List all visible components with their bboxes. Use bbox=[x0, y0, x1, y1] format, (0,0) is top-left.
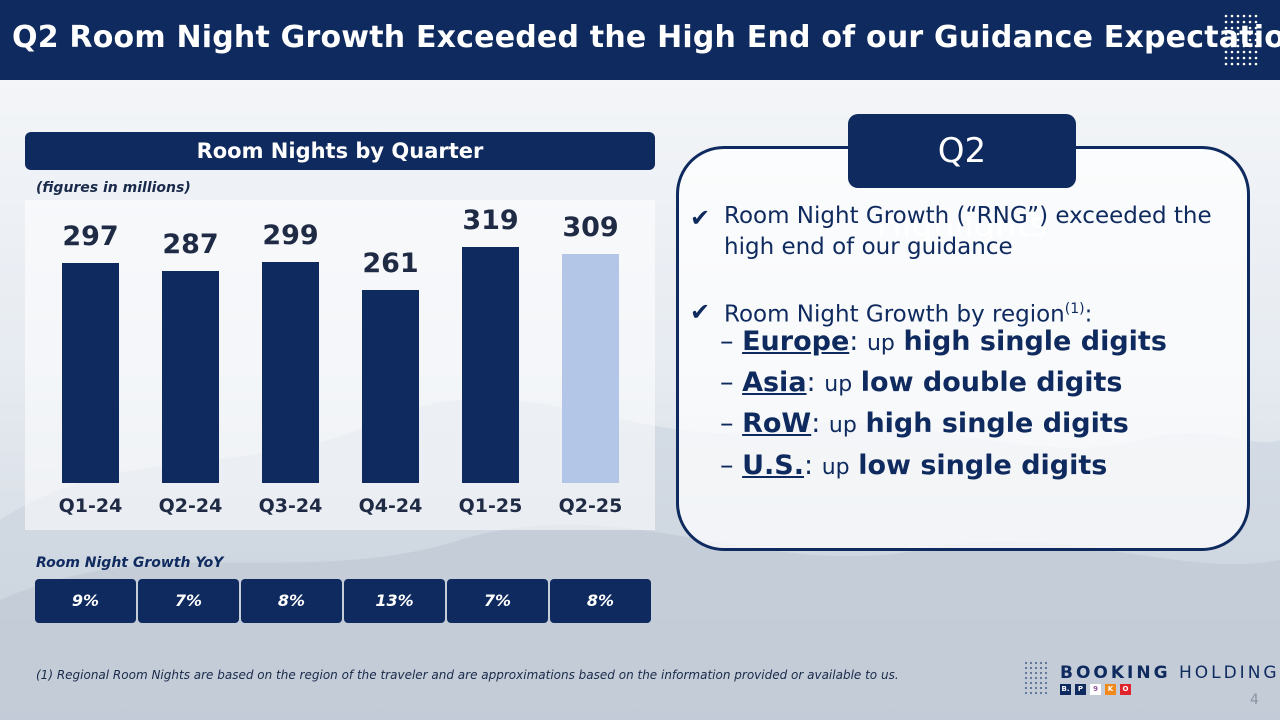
region-detail: high single digits bbox=[903, 326, 1167, 357]
opentable-brand-icon: O bbox=[1120, 684, 1131, 695]
region-name: RoW bbox=[742, 408, 812, 439]
region-name: Europe bbox=[742, 326, 850, 357]
check-icon: ✔ bbox=[690, 204, 711, 232]
highlights-title: Q2 Highlights bbox=[848, 114, 1076, 245]
region-up: up bbox=[824, 372, 853, 397]
category-label: Q1-25 bbox=[458, 495, 523, 517]
category-label: Q2-25 bbox=[558, 495, 623, 517]
brand-icons: B. P 9 K O bbox=[1060, 684, 1131, 695]
check-icon: ✔ bbox=[690, 298, 711, 326]
bullet-2-colon: : bbox=[1084, 301, 1093, 328]
bar-Q2-25 bbox=[562, 254, 619, 483]
region-detail: low single digits bbox=[858, 450, 1108, 481]
bar-Q3-24 bbox=[262, 261, 319, 483]
bar-Q2-24 bbox=[162, 270, 219, 483]
region-name: U.S. bbox=[742, 450, 804, 481]
yoy-cell: 7% bbox=[138, 579, 239, 623]
data-label: 261 bbox=[362, 247, 419, 279]
category-label: Q3-24 bbox=[258, 495, 323, 517]
region-item: – U.S.: up low single digits bbox=[720, 450, 1107, 481]
region-detail: high single digits bbox=[865, 408, 1129, 439]
yoy-row: 9% 7% 8% 13% 7% 8% bbox=[35, 579, 653, 623]
region-up: up bbox=[828, 413, 857, 438]
highlight-bullet-1: Room Night Growth (“RNG”) exceeded the h… bbox=[724, 203, 1212, 260]
yoy-cell: 13% bbox=[344, 579, 445, 623]
category-label: Q4-24 bbox=[358, 495, 423, 517]
booking-brand-icon: B. bbox=[1060, 684, 1071, 695]
footnote: (1) Regional Room Nights are based on th… bbox=[36, 668, 899, 682]
region-sep: : bbox=[811, 408, 821, 439]
bar-Q1-25 bbox=[462, 246, 519, 483]
yoy-cell: 9% bbox=[35, 579, 136, 623]
region-name: Asia bbox=[742, 367, 807, 398]
footnote-marker: (1) bbox=[1064, 301, 1085, 317]
region-up: up bbox=[821, 455, 850, 480]
priceline-brand-icon: P bbox=[1075, 684, 1086, 695]
region-item: – RoW: up high single digits bbox=[720, 408, 1129, 439]
yoy-cell: 8% bbox=[241, 579, 342, 623]
logo-word-holdings: HOLDINGS bbox=[1178, 663, 1280, 683]
logo-word-booking: BOOKING bbox=[1060, 663, 1171, 683]
dash: – bbox=[720, 367, 734, 398]
dot-grid-icon bbox=[1224, 14, 1258, 66]
dash: – bbox=[720, 450, 734, 481]
chart-title-bar: Room Nights by Quarter bbox=[25, 132, 655, 170]
bar-Q1-24 bbox=[62, 263, 119, 483]
yoy-label: Room Night Growth YoY bbox=[36, 555, 224, 571]
region-detail: low double digits bbox=[860, 367, 1123, 398]
region-item: – Europe: up high single digits bbox=[720, 326, 1167, 357]
page-title: Q2 Room Night Growth Exceeded the High E… bbox=[12, 20, 1280, 55]
yoy-cell: 8% bbox=[550, 579, 651, 623]
data-label: 319 bbox=[462, 204, 519, 236]
data-label: 287 bbox=[162, 228, 219, 260]
room-nights-bar-chart: 297 Q1-24 287 Q2-24 299 Q3-24 261 Q4-24 319 Q1-25… bbox=[25, 200, 655, 530]
region-item: – Asia: up low double digits bbox=[720, 367, 1122, 398]
yoy-cell: 7% bbox=[447, 579, 548, 623]
bar-Q4-24 bbox=[362, 289, 419, 483]
highlight-bullet-2: Room Night Growth by region(1): bbox=[724, 294, 1092, 331]
category-label: Q2-24 bbox=[158, 495, 223, 517]
data-label: 299 bbox=[262, 219, 319, 251]
region-sep: : bbox=[849, 326, 859, 357]
region-sep: : bbox=[806, 367, 816, 398]
region-sep: : bbox=[803, 450, 814, 481]
booking-holdings-logo-text: BOOKING HOLDINGS bbox=[1060, 663, 1280, 683]
bullet-2-text: Room Night Growth by region bbox=[724, 301, 1065, 328]
dash: – bbox=[720, 326, 734, 357]
agoda-brand-icon: 9 bbox=[1090, 684, 1101, 695]
category-label: Q1-24 bbox=[58, 495, 123, 517]
highlights-panel bbox=[676, 146, 1250, 551]
header-bar: Q2 Room Night Growth Exceeded the High E… bbox=[0, 0, 1280, 80]
booking-holdings-logo-icon bbox=[1024, 661, 1048, 695]
unit-note: (figures in millions) bbox=[36, 180, 191, 196]
page-number: 4 bbox=[1250, 692, 1259, 708]
kayak-brand-icon: K bbox=[1105, 684, 1116, 695]
data-label: 309 bbox=[562, 212, 619, 244]
dash: – bbox=[720, 408, 734, 439]
data-label: 297 bbox=[62, 221, 119, 253]
region-up: up bbox=[866, 331, 895, 356]
